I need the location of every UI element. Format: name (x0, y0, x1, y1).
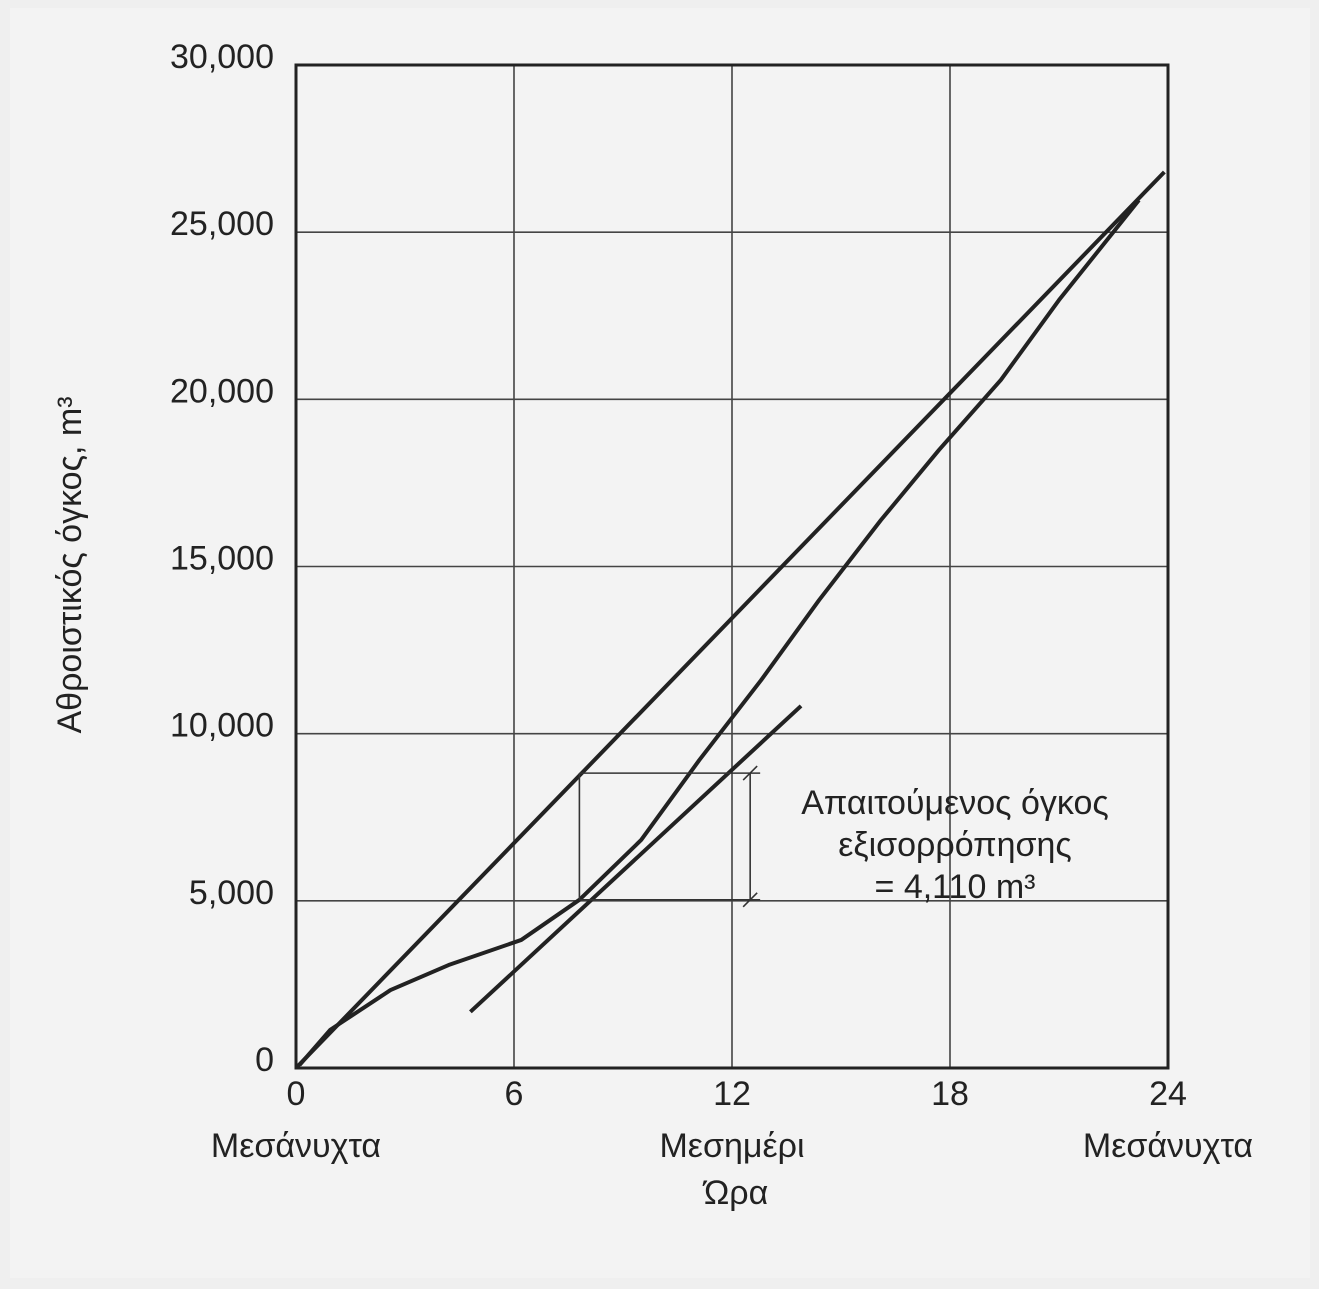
annotation-text: εξισορρόπησης (838, 826, 1072, 864)
paper (10, 8, 1310, 1278)
x-tick-label: 12 (713, 1075, 751, 1113)
y-tick-label: 25,000 (170, 205, 274, 243)
x-tick-label: 24 (1149, 1075, 1187, 1113)
annotation-text: Απαιτούμενος όγκος (801, 784, 1109, 822)
y-tick-label: 15,000 (170, 539, 274, 577)
dimension-tick (742, 765, 758, 781)
time-label: Μεσάνυχτα (211, 1127, 381, 1165)
x-axis-label: Ώρα (702, 1174, 769, 1212)
y-tick-label: 10,000 (170, 707, 274, 745)
time-label: Μεσάνυχτα (1083, 1127, 1253, 1165)
x-tick-label: 18 (931, 1075, 969, 1113)
y-tick-label: 30,000 (170, 38, 274, 76)
y-tick-label: 20,000 (170, 372, 274, 410)
y-tick-label: 0 (255, 1041, 274, 1079)
time-label: Μεσημέρι (659, 1127, 804, 1165)
y-tick-label: 5,000 (189, 874, 274, 912)
annotation-text: = 4,110 m³ (875, 868, 1036, 906)
curve (294, 170, 1166, 1070)
plot-frame (294, 63, 1170, 1070)
x-tick-label: 0 (287, 1075, 306, 1113)
dimension-tick (742, 892, 758, 908)
x-tick-label: 6 (505, 1075, 524, 1113)
y-axis-label: Αθροιστικός όγκος, m³ (51, 396, 89, 733)
curve (298, 198, 1141, 1067)
curve (469, 704, 803, 1014)
